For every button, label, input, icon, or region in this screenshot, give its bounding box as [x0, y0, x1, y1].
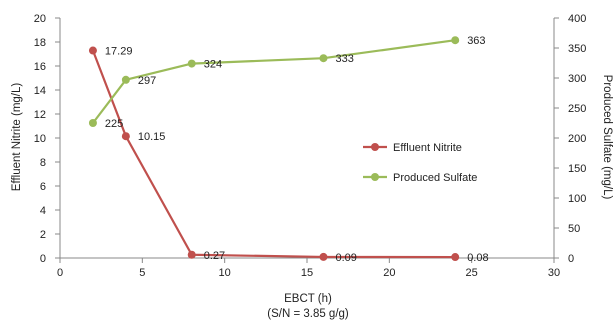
data-label: 363: [467, 35, 485, 47]
data-point: [319, 252, 328, 261]
data-point: [187, 59, 196, 68]
y-right-tick-label: 300: [568, 73, 586, 85]
data-label: 17.29: [105, 46, 133, 58]
y-axis-right-title: Produced Sulfate (mg/L): [601, 75, 613, 200]
x-tick-label: 20: [383, 267, 395, 279]
data-point: [88, 46, 97, 55]
data-labels: 17.29 10.15 0.27 0.09 0.08 225 297 324 333 363: [105, 35, 489, 264]
data-label: 0.27: [204, 250, 225, 262]
y-right-tick-label: 100: [568, 193, 586, 205]
y-left-tick-label: 8: [40, 157, 46, 169]
y-right-tick-label: 200: [568, 133, 586, 145]
y-left-tick-label: 20: [34, 13, 46, 25]
x-tick-label: 15: [301, 267, 313, 279]
x-tick-label: 25: [466, 267, 478, 279]
x-axis-subtitle: (S/N = 3.85 g/g): [267, 308, 349, 320]
data-label: 0.08: [467, 252, 488, 264]
data-label: 324: [204, 59, 222, 71]
data-point: [187, 250, 196, 259]
data-label: 333: [335, 53, 353, 65]
y-left-tick-label: 2: [40, 229, 46, 241]
data-point: [451, 36, 460, 45]
data-label: 225: [105, 118, 123, 130]
y-left-tick-label: 4: [40, 205, 46, 217]
data-point: [88, 119, 97, 127]
data-point: [121, 75, 130, 84]
series-layer: [88, 36, 460, 262]
data-label: 0.09: [335, 252, 356, 264]
y-right-tick-label: 350: [568, 43, 586, 55]
data-point: [319, 54, 328, 63]
data-label: 297: [138, 75, 156, 87]
tick-labels: 0 5 10 15 20 25 300246810121416182005010015020…: [34, 13, 587, 279]
data-point: [451, 253, 460, 262]
y-right-tick-label: 150: [568, 163, 586, 175]
y-left-tick-label: 16: [34, 61, 46, 73]
legend: Effluent Nitrite Produced Sulfate: [363, 142, 477, 184]
data-point: [121, 132, 130, 141]
x-tick-label: 5: [139, 267, 145, 279]
y-right-tick-label: 400: [568, 13, 586, 25]
y-left-tick-label: 10: [34, 133, 46, 145]
legend-marker-1: [371, 143, 379, 151]
y-left-tick-label: 18: [34, 37, 46, 49]
legend-label-1: Effluent Nitrite: [393, 142, 462, 154]
data-label: 10.15: [138, 131, 166, 143]
x-axis-title: EBCT (h): [284, 293, 332, 305]
y-left-tick-label: 6: [40, 181, 46, 193]
axes: [55, 17, 559, 263]
y-left-tick-label: 0: [40, 253, 46, 265]
x-tick-label: 10: [219, 267, 231, 279]
y-right-tick-label: 50: [568, 223, 580, 235]
x-tick-label: 30: [548, 267, 560, 279]
y-left-tick-label: 12: [34, 109, 46, 121]
x-tick-label: 0: [57, 267, 63, 279]
y-right-tick-label: 250: [568, 103, 586, 115]
y-left-tick-label: 14: [34, 85, 46, 97]
y-right-tick-label: 0: [568, 253, 574, 265]
y-axis-left-title: Effluent Nitrite (mg/L): [11, 83, 23, 192]
legend-marker-2: [371, 173, 379, 181]
legend-label-2: Produced Sulfate: [393, 172, 477, 184]
